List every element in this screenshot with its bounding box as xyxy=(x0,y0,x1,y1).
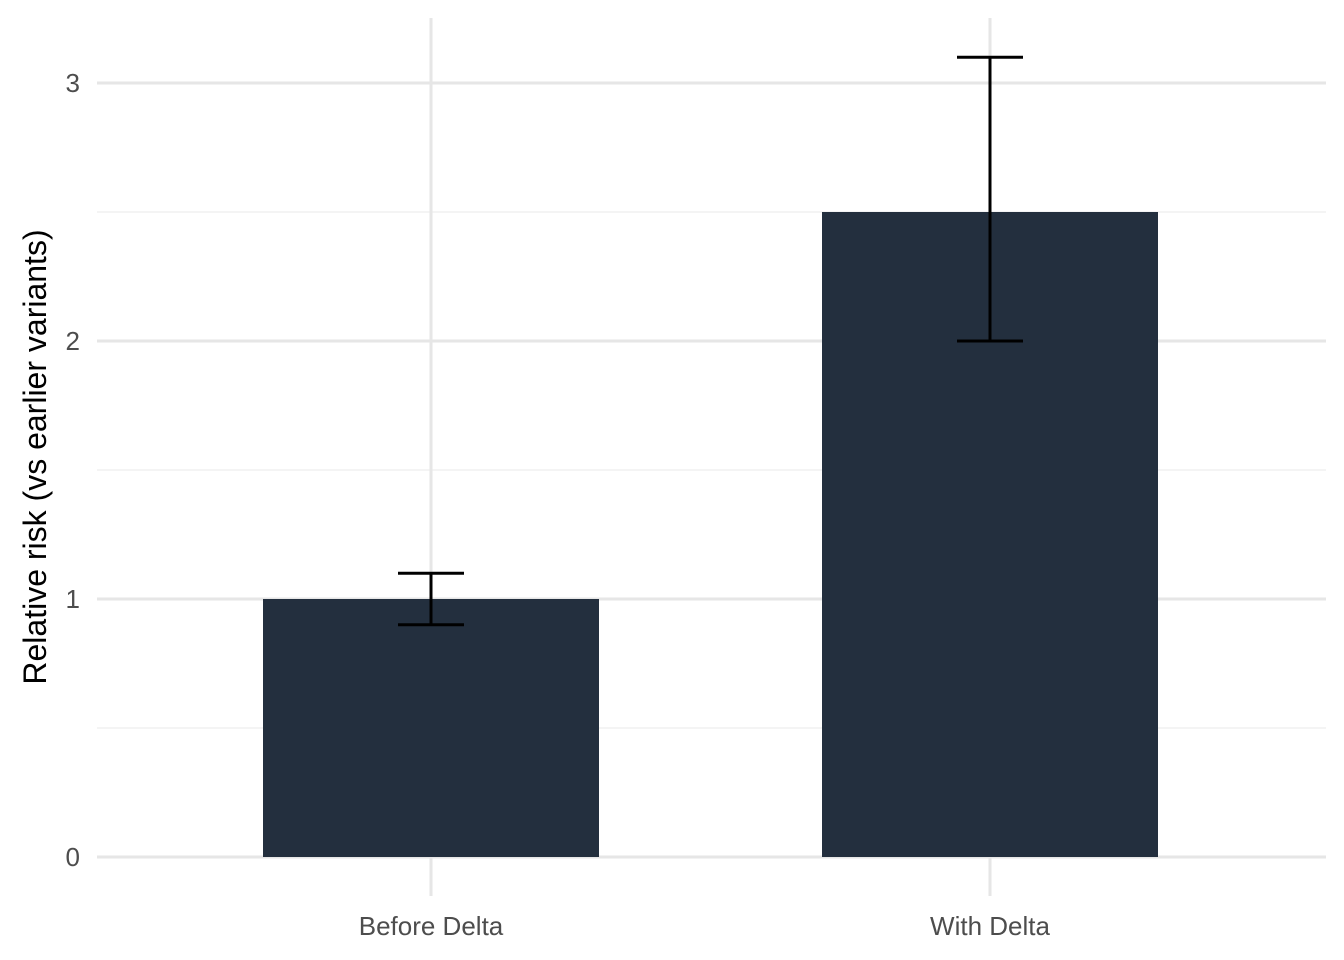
x-axis: Before Delta With Delta xyxy=(359,911,1051,941)
bar-before-delta xyxy=(263,599,599,857)
error-bar-before-delta xyxy=(398,571,464,627)
y-tick-label-0: 0 xyxy=(66,842,80,872)
y-axis-title: Relative risk (vs earlier variants) xyxy=(17,229,53,684)
bars xyxy=(263,212,1158,857)
x-tick-label-0: Before Delta xyxy=(359,911,504,941)
y-tick-label-3: 3 xyxy=(66,68,80,98)
error-bars xyxy=(398,55,1023,627)
y-axis: 0 1 2 3 xyxy=(66,68,80,872)
y-tick-label-1: 1 xyxy=(66,584,80,614)
y-tick-label-2: 2 xyxy=(66,326,80,356)
error-bar-with-delta xyxy=(957,55,1023,343)
x-tick-label-1: With Delta xyxy=(930,911,1050,941)
